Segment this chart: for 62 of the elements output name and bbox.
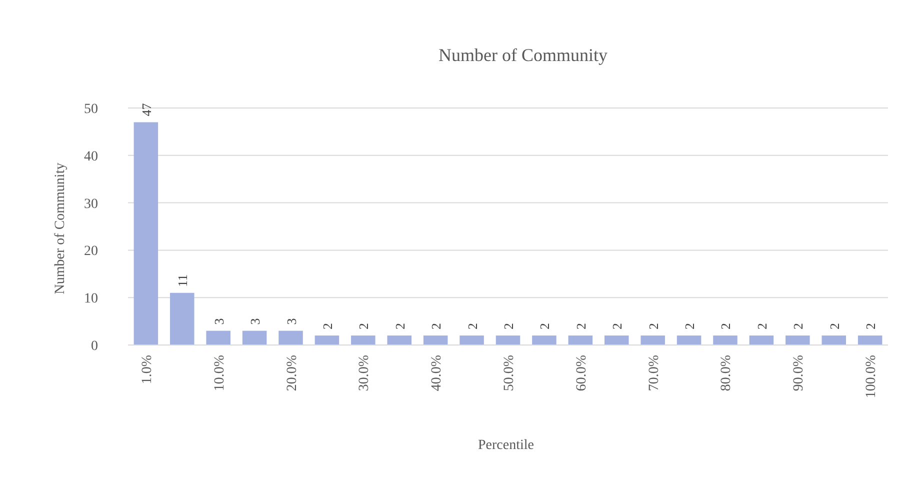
x-tick-label: 40.0%	[430, 354, 445, 392]
data-label: 2	[826, 323, 842, 330]
bar	[351, 336, 376, 345]
y-tick-label: 10	[84, 292, 98, 307]
data-label: 3	[284, 318, 299, 325]
x-tick-label: 60.0%	[574, 354, 590, 392]
y-axis-title: Number of Community	[53, 162, 68, 294]
bar	[786, 336, 810, 345]
bar	[278, 330, 303, 345]
data-label: 2	[682, 323, 698, 330]
bar	[460, 336, 484, 345]
y-tick-label: 40	[84, 149, 98, 164]
bar	[387, 336, 412, 345]
x-tick-label: 20.0%	[284, 354, 300, 392]
data-label: 2	[646, 323, 661, 330]
y-tick-label: 0	[91, 339, 98, 354]
data-label: 2	[428, 323, 444, 330]
bar	[206, 330, 230, 345]
x-tick-label: 80.0%	[719, 354, 734, 392]
bar	[568, 336, 593, 345]
data-label: 2	[573, 323, 588, 330]
x-tick-label: 100.0%	[864, 354, 880, 398]
data-label: 2	[320, 323, 335, 330]
bar	[532, 336, 556, 345]
bar	[314, 336, 340, 345]
chart-title: Number of Community	[438, 45, 608, 65]
data-label: 2	[356, 323, 372, 330]
data-label: 3	[248, 318, 263, 325]
bar	[242, 330, 267, 345]
bar	[822, 336, 846, 345]
data-label: 2	[464, 323, 480, 330]
data-label: 3	[211, 318, 226, 325]
x-tick-label: 90.0%	[792, 354, 807, 392]
bar	[713, 336, 738, 345]
x-tick-label: 70.0%	[646, 354, 662, 392]
y-tick-label: 20	[84, 244, 98, 260]
x-tick-label: 1.0%	[140, 354, 155, 384]
data-label: 2	[863, 323, 878, 330]
data-label: 2	[610, 323, 625, 330]
x-tick-label: 10.0%	[212, 354, 228, 392]
y-tick-label: 30	[84, 196, 98, 212]
data-label: 2	[392, 323, 408, 330]
x-tick-label: 30.0%	[357, 354, 372, 392]
bar	[423, 336, 448, 345]
bar	[676, 336, 702, 345]
bar	[170, 292, 194, 345]
data-label: 11	[175, 274, 190, 287]
bar	[604, 336, 629, 345]
data-label: 47	[138, 102, 154, 116]
x-tick-label: 50.0%	[502, 354, 517, 392]
data-label: 2	[718, 323, 734, 330]
bar	[640, 336, 665, 345]
bar	[496, 336, 520, 345]
data-label: 2	[537, 323, 552, 330]
data-label: 2	[501, 323, 516, 330]
y-tick-label: 50	[84, 102, 98, 117]
bar	[134, 122, 158, 345]
data-label: 2	[754, 323, 770, 330]
x-axis-title: Percentile	[478, 438, 534, 453]
bar	[749, 336, 774, 345]
bar	[858, 336, 882, 345]
data-label: 2	[790, 323, 806, 330]
